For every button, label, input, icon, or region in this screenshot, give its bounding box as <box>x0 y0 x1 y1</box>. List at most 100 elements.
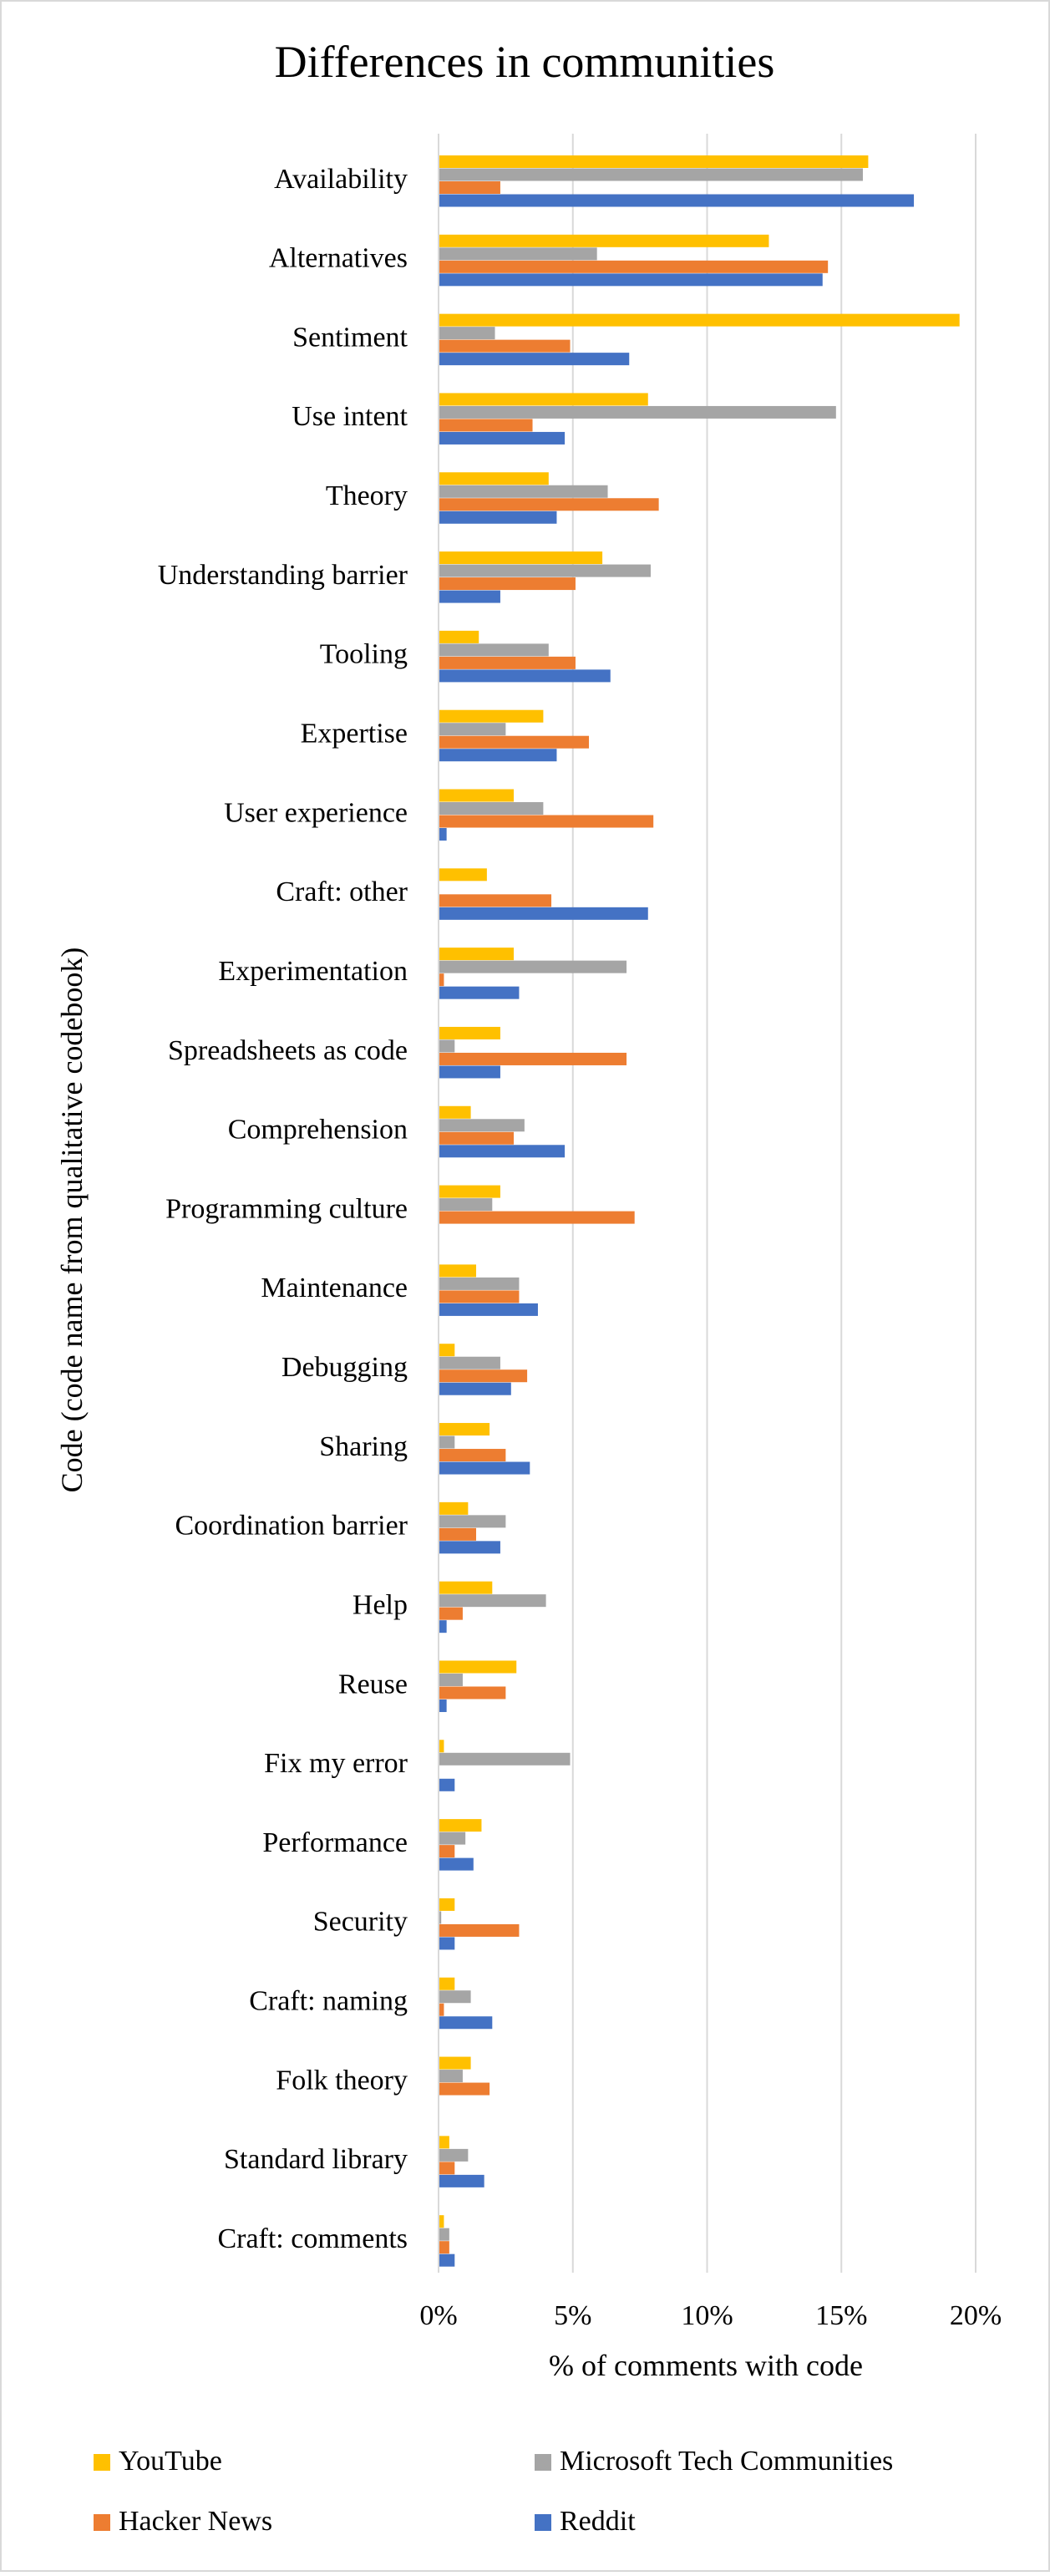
bar-youtube <box>439 155 869 168</box>
bars <box>439 155 960 2267</box>
bar-hacker-news <box>439 1369 528 1383</box>
bar-youtube <box>439 1501 469 1515</box>
bar-youtube <box>439 1423 490 1436</box>
bar-reddit <box>439 2016 493 2030</box>
bar-hacker-news <box>439 498 659 511</box>
x-tick-label: 15% <box>815 2300 867 2331</box>
bar-youtube <box>439 2136 449 2149</box>
bar-reddit <box>439 986 520 999</box>
category-label: Understanding barrier <box>158 560 408 591</box>
x-axis-title: % of comments with code <box>549 2349 863 2382</box>
bar-youtube <box>439 630 479 643</box>
bar-youtube <box>439 472 549 485</box>
category-label: Standard library <box>224 2144 408 2175</box>
bar-hacker-news <box>439 181 500 194</box>
bar-youtube <box>439 234 769 247</box>
legend-swatch <box>535 2514 551 2531</box>
bar-youtube <box>439 1660 517 1674</box>
bar-microsoft-tech-communities <box>439 2148 469 2162</box>
bar-reddit <box>439 194 915 207</box>
legend-label: Reddit <box>560 2506 636 2537</box>
bar-microsoft-tech-communities <box>439 723 506 736</box>
category-label: Sentiment <box>292 322 408 353</box>
legend-swatch <box>94 2514 110 2531</box>
bar-reddit <box>439 1303 538 1316</box>
bar-hacker-news <box>439 1686 506 1700</box>
bar-hacker-news <box>439 1923 520 1937</box>
bar-youtube <box>439 1819 482 1832</box>
category-label: Maintenance <box>261 1273 408 1303</box>
bar-microsoft-tech-communities <box>439 405 836 419</box>
bar-microsoft-tech-communities <box>439 247 597 261</box>
bar-youtube <box>439 1344 455 1357</box>
bar-reddit <box>439 749 557 762</box>
bar-reddit <box>439 1382 511 1395</box>
bar-reddit <box>439 1065 500 1079</box>
category-label: Tooling <box>320 639 408 670</box>
bar-reddit <box>439 1145 566 1158</box>
bar-hacker-news <box>439 815 654 828</box>
x-tick-label: 0% <box>419 2300 457 2331</box>
category-label: Craft: naming <box>249 1986 408 2017</box>
legend: YouTube Microsoft Tech Communities Hacker … <box>94 2446 893 2537</box>
bar-hacker-news <box>439 656 576 669</box>
bar-youtube <box>439 2056 471 2070</box>
bar-reddit <box>439 273 823 287</box>
x-tick-label: 10% <box>681 2300 733 2331</box>
bar-hacker-news <box>439 1211 635 1224</box>
bar-youtube <box>439 2215 444 2228</box>
category-label: Security <box>313 1907 408 1938</box>
bar-microsoft-tech-communities <box>439 564 651 577</box>
bar-microsoft-tech-communities <box>439 1990 471 2004</box>
bar-reddit <box>439 1620 447 1633</box>
category-label: Performance <box>262 1827 408 1858</box>
bar-reddit <box>439 1699 447 1712</box>
bar-microsoft-tech-communities <box>439 485 608 498</box>
bar-microsoft-tech-communities <box>439 1673 463 1686</box>
category-label: Coordination barrier <box>175 1511 408 1542</box>
category-label: Help <box>353 1589 408 1620</box>
bar-microsoft-tech-communities <box>439 802 544 815</box>
bar-microsoft-tech-communities <box>439 1356 500 1369</box>
legend-swatch <box>535 2454 551 2471</box>
bar-youtube <box>439 1264 477 1278</box>
bar-youtube <box>439 1105 471 1119</box>
bar-hacker-news <box>439 1052 627 1065</box>
category-label: Expertise <box>301 719 408 749</box>
category-label: Theory <box>326 480 408 511</box>
category-label: Folk theory <box>276 2065 408 2096</box>
bar-microsoft-tech-communities <box>439 2228 449 2241</box>
bar-youtube <box>439 1977 455 1990</box>
category-label: Programming culture <box>165 1193 408 1224</box>
bar-youtube <box>439 313 960 327</box>
bar-youtube <box>439 551 603 565</box>
category-label: Craft: other <box>276 876 408 907</box>
legend-label: YouTube <box>119 2446 222 2477</box>
bar-youtube <box>439 1185 500 1198</box>
bar-reddit <box>439 511 557 524</box>
bar-reddit <box>439 1461 530 1475</box>
bar-reddit <box>439 1857 474 1871</box>
bar-hacker-news <box>439 1607 463 1620</box>
category-label: Fix my error <box>264 1748 408 1779</box>
bar-microsoft-tech-communities <box>439 1277 520 1290</box>
legend-swatch <box>94 2454 110 2471</box>
bar-youtube <box>439 1581 493 1594</box>
category-label: Craft: comments <box>217 2223 408 2254</box>
legend-label: Hacker News <box>119 2506 272 2537</box>
bar-hacker-news <box>439 735 590 749</box>
bar-reddit <box>439 1937 455 1950</box>
bar-microsoft-tech-communities <box>439 960 627 973</box>
bar-microsoft-tech-communities <box>439 1515 506 1528</box>
bar-youtube <box>439 948 515 961</box>
bar-hacker-news <box>439 1845 455 1858</box>
bar-youtube <box>439 868 487 882</box>
chart-title: Differences in communities <box>275 37 775 87</box>
x-tick-label: 20% <box>950 2300 1002 2331</box>
category-label: Experimentation <box>218 956 408 987</box>
bar-reddit <box>439 2174 484 2187</box>
bar-hacker-news <box>439 2241 449 2254</box>
bar-hacker-news <box>439 2003 444 2016</box>
bar-microsoft-tech-communities <box>439 1752 571 1766</box>
bar-reddit <box>439 353 630 366</box>
